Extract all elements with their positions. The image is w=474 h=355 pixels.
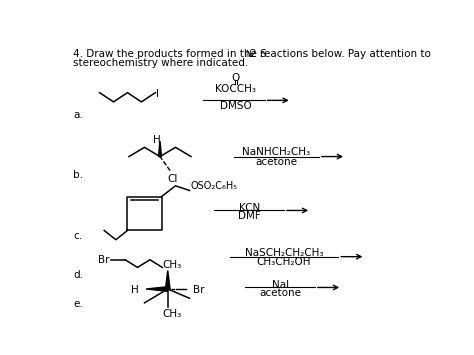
Text: CH₃: CH₃ (162, 309, 181, 319)
Text: 2 reactions below. Pay attention to: 2 reactions below. Pay attention to (250, 49, 431, 59)
Text: d.: d. (73, 270, 83, 280)
Polygon shape (146, 287, 168, 291)
Text: NaNHCH₂CH₃: NaNHCH₂CH₃ (242, 147, 310, 157)
Text: NaI: NaI (272, 280, 289, 290)
Text: I: I (156, 89, 159, 99)
Text: DMF: DMF (238, 211, 261, 221)
Text: stereochemistry where indicated.: stereochemistry where indicated. (73, 58, 248, 68)
Text: CH₃: CH₃ (162, 260, 181, 270)
Text: Cl: Cl (168, 174, 178, 184)
Text: b.: b. (73, 170, 83, 180)
Text: KCN: KCN (238, 203, 260, 213)
Text: c.: c. (73, 231, 82, 241)
Text: DMSO: DMSO (220, 101, 252, 111)
Text: e.: e. (73, 299, 83, 309)
Text: CH₃CH₂OH: CH₃CH₂OH (257, 257, 311, 267)
Text: Br: Br (192, 285, 204, 295)
Text: N: N (245, 50, 251, 59)
Text: KOCCH₃: KOCCH₃ (216, 84, 256, 94)
Text: O: O (232, 73, 240, 83)
Text: acetone: acetone (255, 157, 297, 167)
Text: Br: Br (98, 255, 109, 265)
Text: H: H (153, 135, 161, 145)
Text: NaSCH₂CH₂CH₃: NaSCH₂CH₂CH₃ (245, 248, 323, 258)
Text: 4. Draw the products formed in the S: 4. Draw the products formed in the S (73, 49, 267, 59)
Text: acetone: acetone (259, 288, 301, 298)
Text: H: H (130, 285, 138, 295)
Text: OSO₂C₆H₅: OSO₂C₆H₅ (190, 181, 237, 191)
Polygon shape (165, 271, 170, 289)
Polygon shape (158, 141, 162, 157)
Text: a.: a. (73, 110, 83, 120)
